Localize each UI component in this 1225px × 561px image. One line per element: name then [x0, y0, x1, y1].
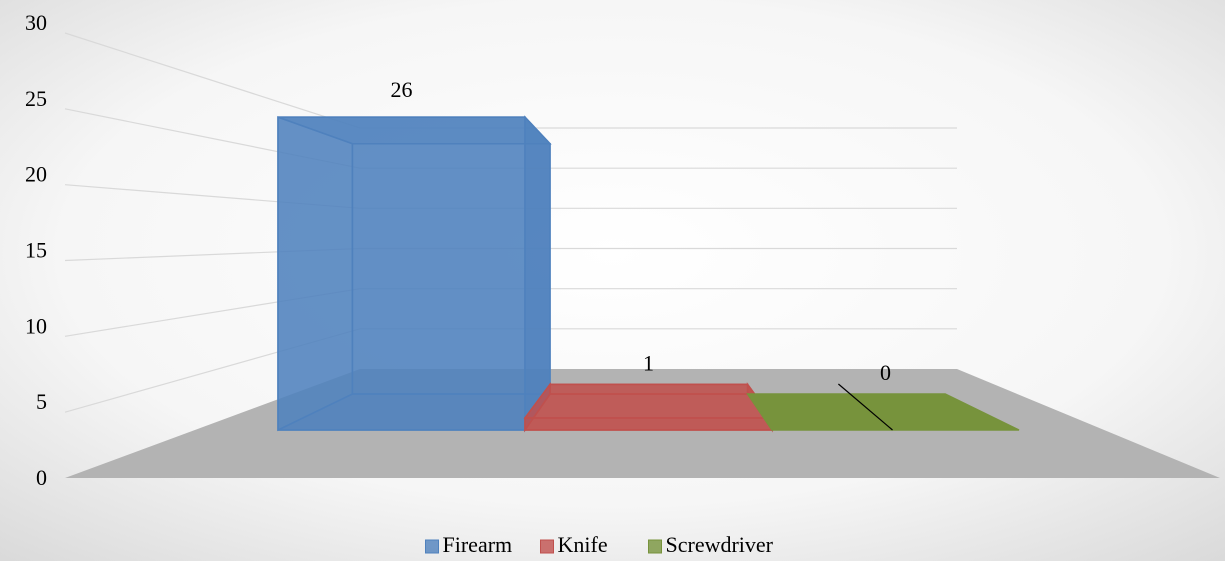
bar: [524, 417, 773, 431]
legend-swatch: [540, 539, 554, 554]
bar-top: [523, 383, 774, 419]
value-label: 26: [391, 77, 413, 102]
bar-right: [524, 115, 551, 433]
legend-swatch: [648, 539, 662, 554]
y-tick-label: 15: [25, 238, 47, 263]
legend-label: Screwdriver: [666, 532, 774, 557]
y-tick-label: 30: [25, 10, 47, 35]
value-label: 1: [643, 350, 654, 375]
legend-label: Firearm: [443, 532, 513, 557]
bar: [277, 116, 526, 431]
y-tick-label: 0: [36, 465, 47, 490]
legend-swatch: [425, 539, 439, 554]
legend-label: Knife: [558, 532, 608, 557]
y-tick-label: 25: [25, 86, 47, 111]
leader-line: [838, 383, 893, 431]
y-tick-label: 20: [25, 162, 47, 187]
y-tick-label: 10: [25, 313, 47, 338]
y-tick-label: 5: [36, 389, 47, 414]
value-label: 0: [880, 360, 891, 385]
bar-flat: [746, 393, 1020, 431]
